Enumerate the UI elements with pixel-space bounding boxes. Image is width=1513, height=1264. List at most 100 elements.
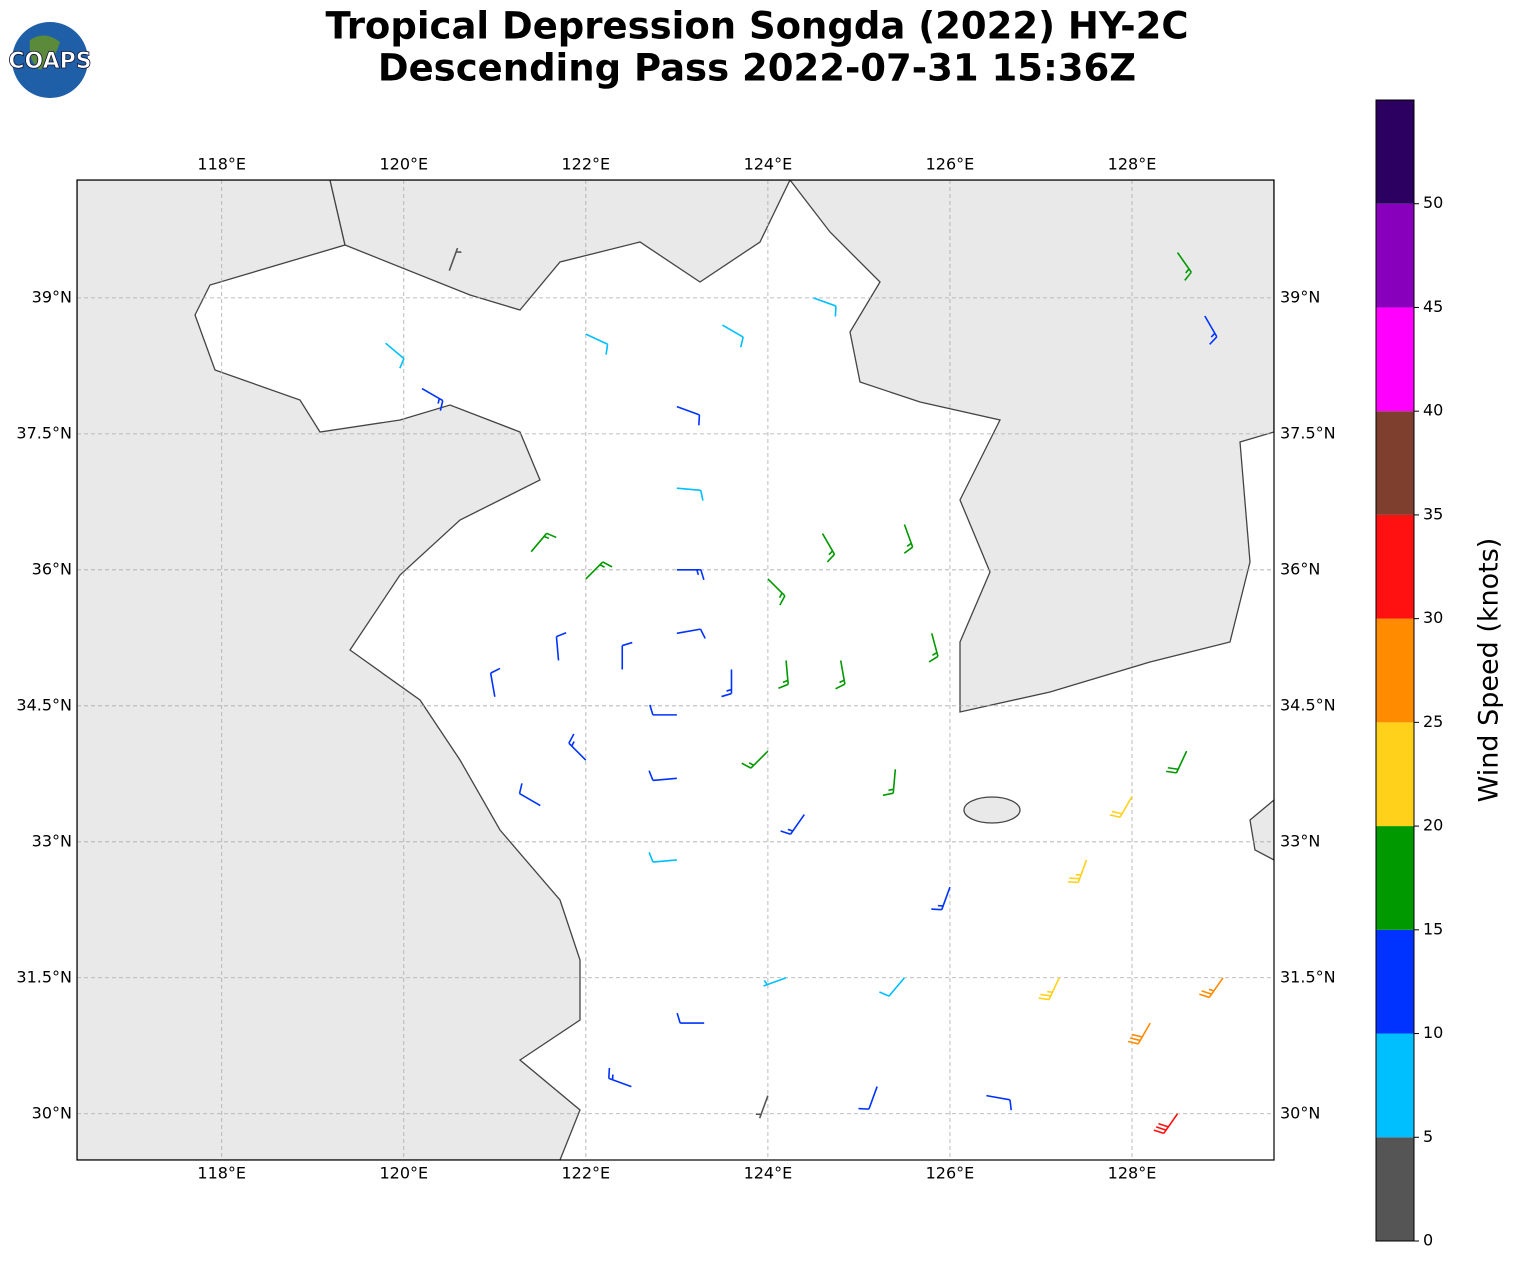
wind-barb [931, 886, 951, 911]
colorbar-tick-label: 45 [1423, 297, 1443, 316]
x-tick-label-top: 120°E [379, 155, 428, 174]
wind-barb [879, 977, 906, 997]
wind-barb [448, 247, 462, 271]
colorbar-segment [1376, 826, 1414, 930]
wind-barb [518, 783, 541, 807]
wind-barb [649, 704, 677, 716]
wind-barbs [385, 247, 1224, 1135]
x-tick-label-bottom: 120°E [379, 1164, 428, 1183]
x-tick-label-top: 124°E [744, 155, 793, 174]
wind-barb [1153, 1113, 1179, 1135]
wind-barb [928, 633, 939, 663]
colorbar-tick-label: 35 [1423, 504, 1443, 523]
y-tick-label-left: 39°N [32, 287, 72, 306]
map-frame [76, 179, 1275, 1161]
wind-barb [767, 578, 786, 606]
wind-barb [676, 487, 704, 501]
logo-text: COAPS [8, 49, 91, 74]
colorbar-tick-label: 50 [1423, 193, 1443, 212]
wind-barb [676, 628, 706, 639]
land-jeju [963, 796, 1021, 824]
wind-barb [568, 733, 587, 761]
land-china [77, 180, 581, 1160]
logo: COAPS [8, 22, 92, 98]
colorbar-segment [1376, 929, 1414, 1034]
wind-barb [585, 333, 609, 355]
wind-barb [1067, 859, 1088, 884]
wind-barb [648, 770, 677, 782]
colorbar-tick-label: 25 [1423, 712, 1443, 731]
land-korea [789, 180, 1274, 713]
colorbar-tick-label: 0 [1423, 1231, 1433, 1250]
wind-barb [721, 669, 733, 698]
wind-barb [1038, 977, 1060, 1001]
wind-barb [676, 1012, 705, 1024]
y-tick-label-left: 31.5°N [16, 967, 72, 986]
colorbar-segment [1376, 100, 1414, 204]
wind-barb [763, 977, 787, 987]
y-tick-label-left: 30°N [32, 1103, 72, 1122]
x-tick-label-bottom: 128°E [1108, 1164, 1157, 1183]
grid: 118°E 118°E 120°E 120°E 122°E 122°E 124°E 124°E… [16, 155, 1335, 1183]
colorbar-tick-label: 40 [1423, 401, 1443, 420]
wind-barb [903, 524, 914, 554]
logo-land [29, 35, 60, 70]
title: Tropical Depression Songda (2022) HY-2C [326, 5, 1189, 48]
colorbar-segment [1376, 307, 1414, 412]
map-base [77, 180, 1274, 1160]
x-tick-label-bottom: 118°E [197, 1164, 246, 1183]
y-tick-label-right: 31.5°N [1280, 967, 1336, 986]
x-tick-label-bottom: 126°E [926, 1164, 975, 1183]
colorbar-segment [1376, 411, 1414, 515]
land-japan [1249, 799, 1274, 861]
wind-barb [741, 750, 769, 769]
wind-barb [585, 561, 613, 580]
wind-barb [1176, 252, 1192, 281]
colorbar-segment [1376, 1137, 1414, 1241]
colorbar-segment [1376, 1033, 1414, 1138]
x-tick-label-bottom: 124°E [744, 1164, 793, 1183]
wind-barb [755, 1095, 769, 1119]
y-tick-label-right: 34.5°N [1280, 695, 1336, 714]
wind-barb [1166, 750, 1188, 774]
colorbar-segment [1376, 514, 1414, 619]
colorbar-segment [1376, 203, 1414, 308]
y-tick-label-right: 36°N [1280, 559, 1320, 578]
wind-barb [1127, 1022, 1151, 1045]
y-tick-label-right: 37.5°N [1280, 423, 1336, 442]
wind-barb [1199, 977, 1224, 999]
colorbar-tick-label: 20 [1423, 816, 1443, 835]
wind-barb [821, 533, 836, 563]
wind-barb [676, 405, 701, 426]
y-tick-label-left: 34.5°N [16, 695, 72, 714]
x-tick-label-top: 122°E [562, 155, 611, 174]
wind-barb [555, 631, 567, 661]
y-tick-label-left: 33°N [32, 831, 72, 850]
subtitle: Descending Pass 2022-07-31 15:36Z [378, 47, 1136, 90]
wind-barb [621, 641, 633, 670]
wind-barb [421, 387, 444, 411]
wind-barb [608, 1067, 632, 1088]
colorbar-frame [1375, 99, 1415, 1242]
y-tick-label-right: 33°N [1280, 831, 1320, 850]
wind-barb [1109, 796, 1133, 819]
wind-barb [778, 660, 789, 689]
land-liaoning [329, 180, 791, 311]
wind-barb [780, 814, 805, 836]
wind-barb [721, 324, 744, 348]
y-tick-label-left: 36°N [32, 559, 72, 578]
wind-barb [882, 769, 897, 797]
wind-barb [858, 1086, 878, 1110]
colorbar-tick-label: 30 [1423, 608, 1443, 627]
wind-barb [1204, 315, 1218, 345]
wind-barb [530, 532, 557, 553]
wind-barb [813, 297, 837, 317]
wind-barb [676, 569, 705, 581]
y-tick-label-right: 30°N [1280, 1103, 1320, 1122]
wind-barb [385, 342, 405, 369]
x-tick-label-bottom: 122°E [562, 1164, 611, 1183]
colorbar: 0 5 10 15 20 25 30 35 40 45 50 [1375, 99, 1443, 1250]
x-tick-label-top: 128°E [1108, 155, 1157, 174]
colorbar-segment [1376, 618, 1414, 723]
wind-barb [986, 1094, 1013, 1111]
